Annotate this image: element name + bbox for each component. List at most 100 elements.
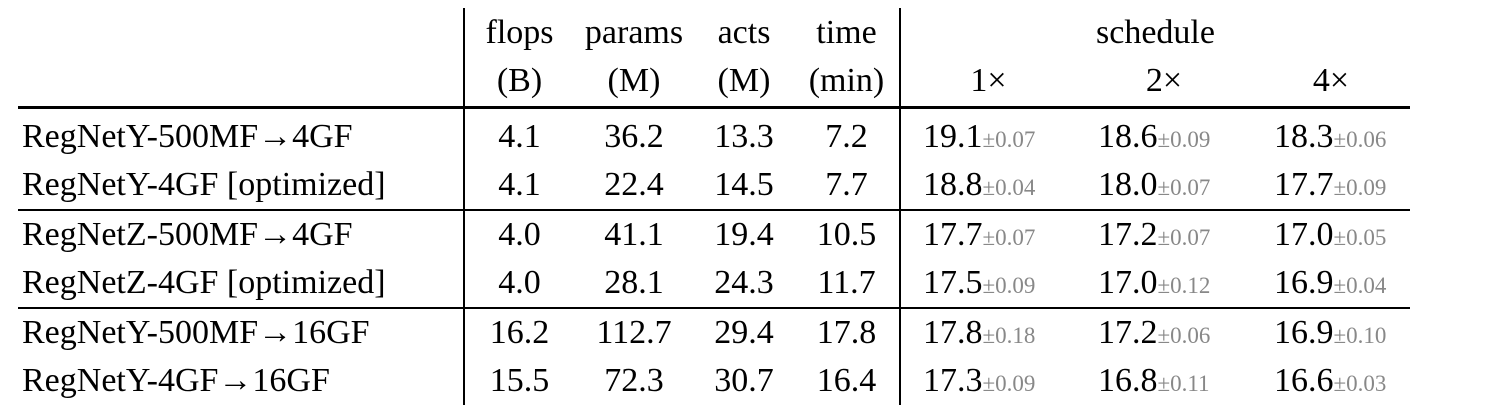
error-std: ±0.18 [982,323,1036,348]
error-std: ±0.07 [982,225,1036,250]
time-value: 17.8 [794,307,901,357]
error-value: 17.2 [1098,314,1158,351]
flops-value: 15.5 [489,362,550,399]
params-value: 72.3 [604,362,664,399]
schedule-4x-cell: 17.0±0.05 [1252,209,1410,259]
table-row: RegNetY-500MF→16GF 16.2 112.7 29.4 17.8 … [18,307,1410,357]
error-value: 18.6 [1098,118,1158,155]
model-name: RegNetZ-500MF→4GF [18,209,465,259]
model-name: RegNetY-4GF→16GF [18,357,465,405]
flops-value: 4.0 [464,209,574,259]
acts-value: 29.4 [694,307,794,357]
schedule-4x-cell: 16.9±0.04 [1252,259,1410,308]
error-value: 18.3 [1274,118,1334,155]
header-schedule: schedule [1096,13,1215,51]
header-schedule-2x: 2× [1076,55,1252,109]
time-value: 16.4 [794,357,901,405]
error-value: 16.8 [1098,362,1158,399]
time-value: 11.7 [794,259,901,308]
model-name: RegNetY-4GF [optimized] [18,161,465,210]
table-row: RegNetY-4GF→16GF 15.5 72.3 30.7 16.4 17.… [18,357,1410,405]
schedule-4x-cell: 16.6±0.03 [1252,357,1410,405]
time-value: 7.7 [794,161,901,210]
acts-value: 14.5 [714,166,774,203]
error-value: 18.0 [1098,166,1158,203]
schedule-2x-cell: 18.0±0.07 [1076,161,1252,210]
table-row: RegNetY-500MF→4GF 4.1 36.2 13.3 7.2 19.1… [18,107,1410,162]
error-std: ±0.12 [1157,273,1211,298]
error-value: 17.7 [1274,166,1334,203]
error-value: 17.0 [1274,216,1334,253]
header-acts-unit: (M) [694,55,794,109]
schedule-2x-cell: 17.2±0.07 [1076,209,1252,259]
error-value: 16.9 [1274,264,1334,301]
table-row: RegNetY-4GF [optimized] 4.1 22.4 14.5 7.… [18,161,1410,210]
error-std: ±0.09 [1157,127,1211,152]
time-value: 10.5 [794,209,901,259]
schedule-2x-cell: 18.6±0.09 [1076,108,1252,162]
header-time-unit: (min) [794,55,901,109]
acts-value: 24.3 [714,264,774,301]
error-std: ±0.03 [1333,371,1387,396]
model-name: RegNetZ-4GF [optimized] [18,259,465,308]
error-value: 17.0 [1098,264,1158,301]
model-name: RegNetY-500MF→16GF [18,307,465,357]
schedule-1x-cell: 18.8±0.04 [900,161,1076,210]
schedule-4x-cell: 18.3±0.06 [1252,108,1410,162]
error-std: ±0.07 [1157,225,1211,250]
error-value: 17.3 [923,362,983,399]
error-std: ±0.06 [1333,127,1387,152]
error-std: ±0.09 [982,371,1036,396]
header-corner-cell [18,8,465,55]
schedule-4x-cell: 17.7±0.09 [1252,161,1410,210]
schedule-1x-cell: 17.5±0.09 [900,259,1076,308]
table-row: RegNetZ-4GF [optimized] 4.0 28.1 24.3 11… [18,259,1410,308]
params-value: 112.7 [574,307,694,357]
flops-value: 4.1 [498,166,541,203]
header-params-unit: (M) [574,55,694,109]
error-value: 16.6 [1274,362,1334,399]
schedule-2x-cell: 16.8±0.11 [1076,357,1252,405]
schedule-1x-cell: 19.1±0.07 [900,108,1076,162]
acts-value: 13.3 [714,118,774,155]
header-params: params [584,13,684,51]
error-std: ±0.04 [1333,273,1387,298]
header-flops: flops [485,13,554,51]
header-row-units: (B) (M) (M) (min) 1× 2× 4× [18,55,1410,109]
error-value: 17.5 [923,264,983,301]
schedule-1x-cell: 17.3±0.09 [900,357,1076,405]
error-std: ±0.10 [1333,323,1387,348]
flops-value: 16.2 [464,307,574,357]
header-schedule-4x: 4× [1252,55,1410,109]
error-std: ±0.05 [1333,225,1387,250]
header-schedule-1x: 1× [900,55,1076,109]
error-std: ±0.06 [1157,323,1211,348]
params-value: 28.1 [604,264,664,301]
error-std: ±0.11 [1157,371,1210,396]
schedule-1x-cell: 17.8±0.18 [900,307,1076,357]
error-value: 18.8 [923,166,983,203]
table-row: RegNetZ-500MF→4GF 4.0 41.1 19.4 10.5 17.… [18,209,1410,259]
header-acts: acts [717,13,771,51]
params-value: 22.4 [604,166,664,203]
acts-value: 30.7 [714,362,774,399]
error-value: 19.1 [923,118,983,155]
schedule-4x-cell: 16.9±0.10 [1252,307,1410,357]
params-value: 41.1 [574,209,694,259]
error-value: 17.7 [923,216,983,253]
schedule-2x-cell: 17.0±0.12 [1076,259,1252,308]
header-row-names: flops params acts time schedule [18,8,1410,55]
flops-value: 4.1 [498,118,541,155]
schedule-1x-cell: 17.7±0.07 [900,209,1076,259]
model-name: RegNetY-500MF→4GF [18,107,465,161]
header-flops-unit: (B) [464,55,574,109]
schedule-2x-cell: 17.2±0.06 [1076,307,1252,357]
results-table: flops params acts time schedule (B) (M) … [18,8,1410,405]
error-value: 17.8 [923,314,983,351]
header-time: time [794,8,901,55]
error-std: ±0.09 [1333,175,1387,200]
flops-value: 4.0 [498,264,541,301]
params-value: 36.2 [604,118,664,155]
error-std: ±0.07 [1157,175,1211,200]
